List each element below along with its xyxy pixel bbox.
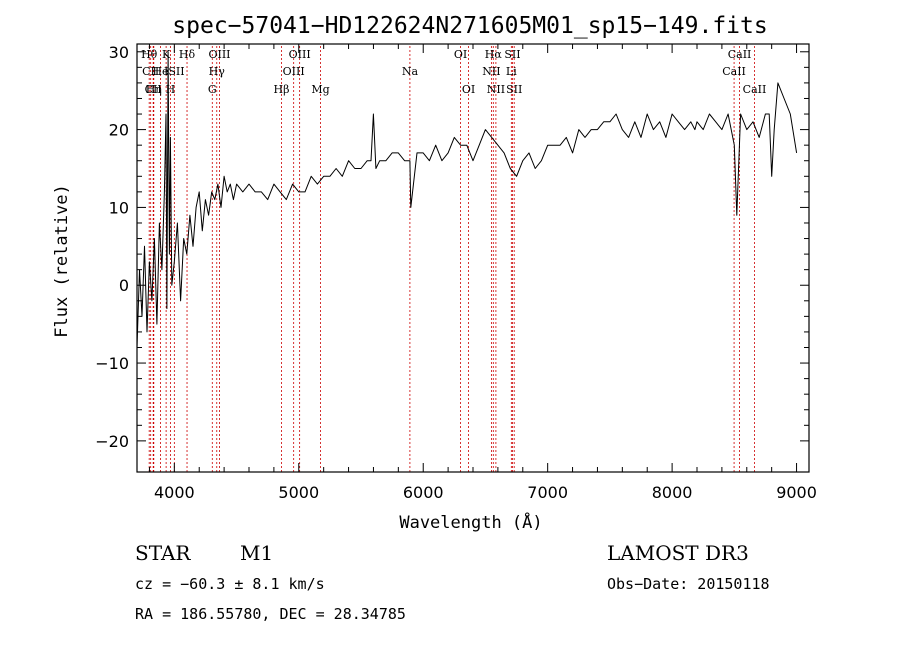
y-tick-label-3: 10 — [109, 198, 129, 217]
x-tick-label-2: 6000 — [403, 483, 444, 502]
x-axis-ticks: 4000 5000 6000 7000 8000 9000 — [148, 44, 817, 502]
line-label-3: Hη — [146, 83, 162, 96]
line-label-22: Li — [506, 65, 517, 78]
x-tick-label-0: 4000 — [154, 483, 195, 502]
line-label-21: NII — [482, 65, 500, 78]
line-label-5: He — [152, 65, 168, 78]
redshift-velocity: cz = −60.3 ± 8.1 km/s — [135, 575, 325, 593]
object-class: STAR — [135, 541, 191, 565]
x-axis-label: Wavelength (Å) — [399, 511, 542, 533]
sky-coordinates: RA = 186.55780, DEC = 28.34785 — [135, 605, 406, 623]
spectrum-series — [136, 51, 798, 348]
line-label-1: CII — [142, 65, 159, 78]
line-label-9: OIII — [208, 48, 230, 61]
y-axis-label: Flux (relative) — [52, 184, 72, 338]
line-label-7: ISII — [164, 65, 185, 78]
line-label-24: SII — [506, 83, 522, 96]
line-label-13: OIII — [283, 65, 305, 78]
line-label-17: OI — [454, 48, 467, 61]
x-tick-label-5: 9000 — [776, 483, 817, 502]
plot-frame — [136, 43, 810, 473]
line-label-15: Mg — [311, 83, 329, 96]
line-label-4: K — [162, 48, 171, 61]
y-tick-label-0: −20 — [95, 432, 129, 451]
line-label-0: Hθ — [141, 48, 158, 61]
y-tick-label-2: 0 — [119, 276, 129, 295]
line-label-12: OIII — [289, 48, 311, 61]
line-label-8: Hδ — [179, 48, 196, 61]
line-label-27: CaII — [743, 83, 767, 96]
x-tick-label-1: 5000 — [278, 483, 319, 502]
line-label-10: Hγ — [209, 65, 226, 78]
line-label-11: G — [208, 83, 217, 96]
line-label-19: Hα — [485, 48, 503, 61]
x-tick-label-4: 8000 — [652, 483, 693, 502]
y-tick-label-4: 20 — [109, 121, 129, 140]
observation-date: Obs−Date: 20150118 — [607, 575, 770, 593]
line-label-26: CaII — [722, 65, 746, 78]
survey-name: LAMOST DR3 — [607, 541, 749, 565]
chart-title: spec−57041−HD122624N271605M01_sp15−149.f… — [172, 13, 767, 39]
line-label-23: NII — [487, 83, 505, 96]
object-subclass: M1 — [240, 541, 273, 565]
y-axis-ticks: −20 −10 0 10 20 30 — [95, 43, 809, 451]
y-tick-label-1: −10 — [95, 354, 129, 373]
line-label-18: OI — [462, 83, 475, 96]
line-label-6: H — [166, 83, 176, 96]
spectrum-line — [136, 51, 798, 348]
line-label-14: Hβ — [274, 83, 290, 96]
line-label-20: SII — [504, 48, 520, 61]
x-tick-label-3: 7000 — [527, 483, 568, 502]
line-label-2: CII — [145, 83, 162, 96]
line-label-25: CaII — [728, 48, 752, 61]
y-tick-label-5: 30 — [109, 43, 129, 62]
spectral-line-markers — [148, 46, 755, 472]
line-label-16: Na — [402, 65, 419, 78]
